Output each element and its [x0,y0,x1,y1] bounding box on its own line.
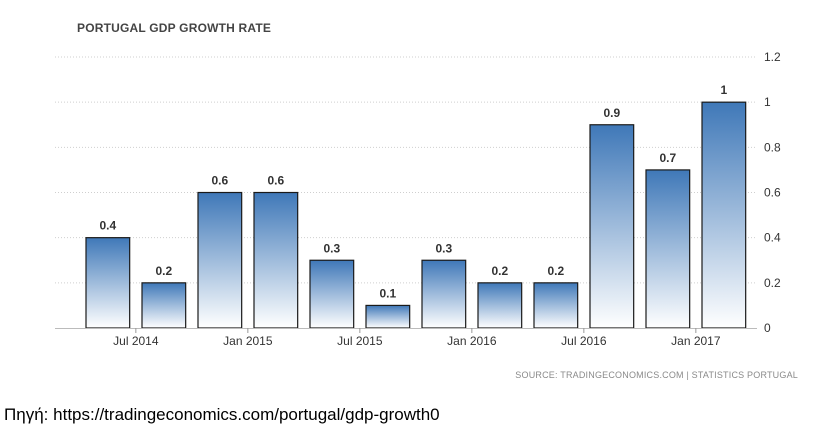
data-label: 0.7 [659,151,676,165]
gridlines [55,56,757,284]
caption-label: Πηγή: [4,405,49,424]
source-note: SOURCE: TRADINGECONOMICS.COM | STATISTIC… [515,370,798,380]
bar [141,282,187,329]
data-label: 0.4 [99,219,116,233]
y-axis: 0 0.2 0.4 0.6 0.8 1 1.2 [764,50,781,335]
data-label: 0.6 [211,174,228,188]
y-tick-label: 1 [764,95,771,109]
chart-title: PORTUGAL GDP GROWTH RATE [77,21,272,35]
bar [365,304,411,329]
y-tick-label: 0.6 [764,186,781,200]
data-label: 0.2 [547,264,564,278]
y-tick-label: 0.2 [764,276,781,290]
data-label: 0.6 [267,174,284,188]
x-axis: Jul 2014 Jan 2015 Jul 2015 Jan 2016 Jul 2016… [55,328,757,348]
y-tick-label: 0 [764,321,771,335]
bar [701,101,747,329]
x-tick-label: Jan 2016 [447,334,497,348]
data-labels: 0.4 0.2 0.6 0.6 0.3 0.1 0.3 0.2 0.2 0.9 0.7 1 [99,83,727,300]
x-tick-label: Jul 2015 [337,334,383,348]
x-tick-label: Jul 2016 [561,334,607,348]
y-tick-label: 0.4 [764,231,781,245]
caption: Πηγή: https://tradingeconomics.com/portu… [4,405,440,425]
bar [589,124,635,329]
y-tick-label: 1.2 [764,50,781,64]
y-tick-label: 0.8 [764,140,781,154]
bar [309,259,355,329]
x-tick-label: Jan 2017 [671,334,721,348]
bar [253,191,299,329]
bar [85,237,131,329]
data-label: 0.1 [379,286,396,300]
bar [197,191,243,329]
data-label: 0.3 [323,241,340,255]
data-label: 0.3 [435,241,452,255]
data-label: 0.2 [155,264,172,278]
data-label: 1 [720,83,727,97]
caption-url[interactable]: https://tradingeconomics.com/portugal/gd… [53,405,440,424]
data-label: 0.2 [491,264,508,278]
bar [533,282,579,329]
bar [645,169,691,329]
bar [477,282,523,329]
data-label: 0.9 [603,106,620,120]
bars [85,101,747,329]
x-tick-label: Jan 2015 [223,334,273,348]
bar [421,259,467,329]
x-tick-label: Jul 2014 [113,334,159,348]
